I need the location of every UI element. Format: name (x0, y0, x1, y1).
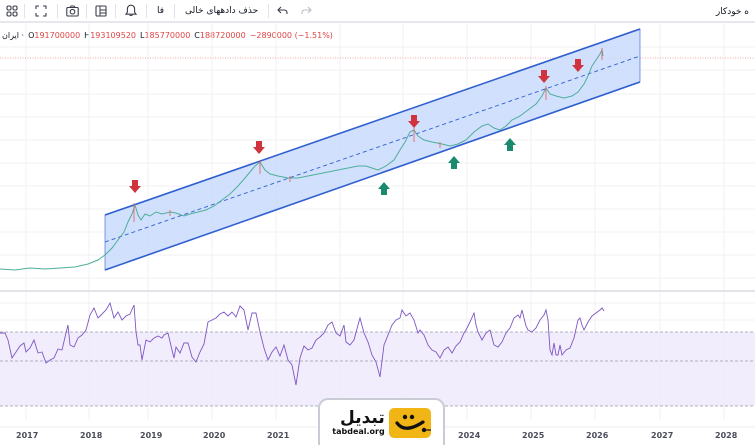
panel-layout-icon (95, 4, 107, 17)
undo-icon (276, 6, 288, 14)
layout-grid-button[interactable] (0, 0, 24, 22)
toolbar-divider (115, 3, 116, 18)
chart-canvas[interactable]: 2017 2018 2019 2020 2021 2024 2025 2026 … (0, 23, 755, 445)
ascending-channel[interactable] (104, 28, 641, 271)
undo-button[interactable] (269, 0, 295, 22)
x-tick-label: 2017 (16, 431, 38, 440)
logo-name-fa: تبدیل (340, 408, 385, 428)
sell-arrows (129, 59, 584, 193)
x-tick-label: 2021 (267, 431, 290, 440)
arrow-down-icon (572, 59, 584, 72)
alerts-button[interactable] (116, 0, 146, 22)
redo-button[interactable] (295, 0, 317, 22)
ohlc-legend: ایران · O 191700000 H 193109520 L 185770… (2, 28, 333, 42)
toolbar-divider (57, 3, 58, 18)
redo-icon (301, 6, 312, 14)
toolbar-divider (174, 3, 176, 18)
price-candles-red (133, 48, 603, 222)
arrow-up-icon (504, 138, 516, 151)
rsi-line (0, 301, 605, 386)
camera-icon (65, 4, 79, 17)
x-tick-label: 2020 (203, 431, 226, 440)
high-value: 193109520 (90, 30, 136, 40)
x-tick-label: 2027 (651, 431, 673, 440)
delete-empty-data-button[interactable]: حذف دادههای خالی (185, 5, 259, 16)
symbol-name[interactable]: ایران · (2, 30, 25, 40)
x-tick-label: 2028 (715, 431, 738, 440)
arrow-down-icon (408, 115, 420, 128)
x-tick-label: 2025 (522, 431, 545, 440)
arrow-down-icon (129, 180, 141, 193)
close-value: 188720000 (199, 30, 246, 40)
fullscreen-button[interactable] (25, 0, 57, 22)
x-tick-label: 2019 (140, 431, 163, 440)
fullscreen-icon (35, 4, 47, 17)
open-value: 191700000 (34, 30, 81, 40)
change-value: −2890000 (−1.51%) (249, 30, 333, 40)
screenshot-button[interactable] (58, 0, 86, 22)
arrow-up-icon (448, 156, 460, 169)
toolbar-divider (268, 3, 270, 18)
tabdeal-logo: تبدیل tabdeal.org (318, 398, 445, 445)
panel-layout-button[interactable] (87, 0, 115, 22)
low-key: L (140, 30, 145, 40)
autosave-label: ه خودکار (715, 6, 749, 17)
top-toolbar: فا حذف دادههای خالی ه خودکار (0, 0, 755, 23)
buy-arrows (378, 138, 516, 195)
layout-grid-icon (6, 4, 18, 17)
x-tick-label: 2018 (80, 431, 103, 440)
toolbar-divider (24, 3, 25, 18)
open-key: O (28, 30, 35, 40)
arrow-down-icon (538, 70, 550, 83)
language-toggle[interactable]: فا (157, 5, 165, 16)
logo-smile-icon (388, 407, 431, 438)
arrow-down-icon (253, 141, 265, 154)
bell-icon (125, 4, 137, 16)
arrow-up-icon (378, 182, 390, 195)
price-series (0, 48, 604, 271)
x-tick-label: 2026 (586, 431, 609, 440)
logo-text: تبدیل tabdeal.org (332, 409, 384, 436)
logo-domain: tabdeal.org (332, 427, 385, 436)
low-value: 185770000 (144, 30, 191, 40)
close-key: C (194, 30, 200, 40)
toolbar-divider (146, 3, 147, 18)
x-tick-label: 2024 (458, 431, 481, 440)
high-key: H (84, 30, 91, 40)
toolbar-divider (86, 3, 87, 18)
rsi-pane (0, 301, 755, 407)
